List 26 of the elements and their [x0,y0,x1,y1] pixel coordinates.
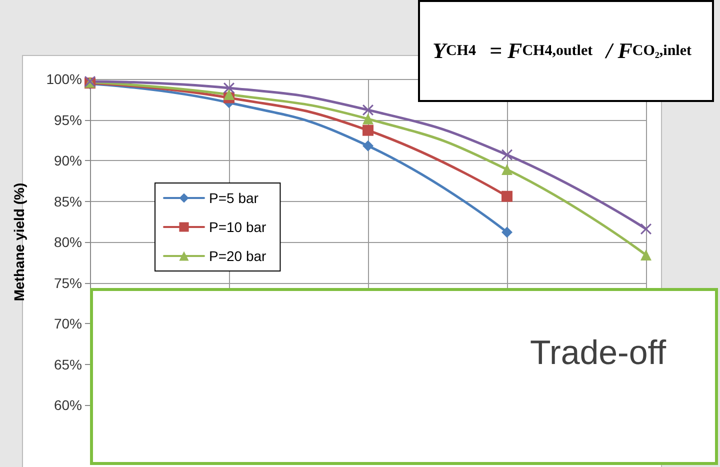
point [362,104,374,116]
legend-label: P=5 bar [209,190,259,206]
y-tick-label: 75% [54,274,82,291]
annotation: Trade-off [530,334,666,373]
point [502,149,512,160]
point [502,226,512,238]
point [224,88,234,100]
y-tick-label: 90% [54,152,82,168]
y-axis-title: Methane yield (%) [11,182,27,302]
point [640,250,652,261]
legend-label: P=10 bar [209,219,267,235]
point [362,113,374,124]
point [224,82,234,94]
y-tick-label: 85% [54,193,82,210]
y-tick-label: 65% [54,356,82,372]
y-tick-label: 60% [54,397,82,413]
point [502,164,512,175]
point [502,190,512,202]
legend-label: P=20 bar [209,248,267,264]
y-tick-label: 70% [54,316,82,332]
y-tick-label: 80% [54,234,82,250]
point [640,223,652,234]
point [362,140,374,152]
y-tick-label: 100% [46,71,82,87]
y-tick-label: 95% [54,112,82,128]
point [362,124,374,136]
